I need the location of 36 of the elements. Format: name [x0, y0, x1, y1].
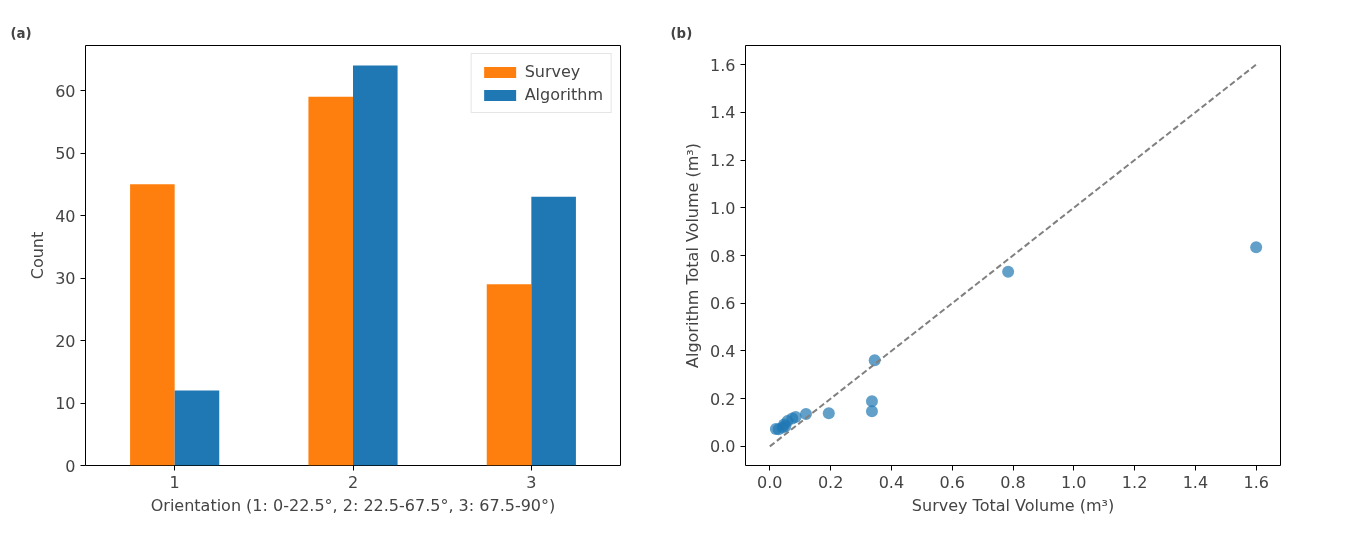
y-tick-label: 0.2: [710, 389, 736, 409]
y-tick-label: 50: [55, 144, 76, 163]
y-tick-label: 1.2: [710, 151, 736, 171]
x-tick-label: 2: [347, 472, 359, 492]
y-tick-label: 40: [55, 206, 76, 226]
y-tick-label: 1.0: [710, 198, 736, 218]
x-tick-label: 0.8: [1000, 472, 1026, 492]
y-tick-label: 0.6: [710, 294, 736, 314]
y-tick-label: 1.4: [710, 103, 736, 123]
x-tick-label: 0.0: [757, 472, 783, 492]
chart-title: (b): [670, 25, 693, 41]
y-tick-label: 30: [55, 269, 76, 288]
y-tick-label: 20: [55, 331, 76, 351]
legend-label: Survey: [524, 62, 581, 81]
x-tick-label: 0.2: [817, 472, 844, 492]
x-tick-label: 1: [169, 472, 180, 492]
y-axis-title: Algorithm Total Volume (m³): [683, 143, 703, 368]
x-tick-label: 0.4: [878, 472, 905, 492]
y-tick-label: 1.6: [710, 55, 736, 75]
y-tick-label: 10: [55, 394, 76, 413]
chart-title: (a): [10, 25, 32, 41]
y-tick-label: 60: [55, 81, 76, 101]
x-tick-label: 1.0: [1061, 472, 1087, 492]
x-tick-label: 1.6: [1243, 472, 1269, 492]
x-tick-label: 1.2: [1121, 472, 1148, 492]
y-tick-label: 0.0: [710, 437, 736, 457]
x-tick-label: 3: [526, 472, 537, 492]
x-axis-title: Survey Total Volume (m³): [911, 495, 1115, 515]
legend-label: Algorithm: [524, 85, 603, 104]
y-axis-title: Count: [28, 231, 48, 280]
x-tick-label: 0.6: [939, 472, 965, 492]
y-tick-label: 0: [65, 456, 76, 476]
y-tick-label: 0.8: [710, 246, 736, 266]
x-tick-label: 1.4: [1182, 472, 1209, 492]
x-axis-title: Orientation (1: 0-22.5°, 2: 22.5-67.5°, 3: 67.5-90°): [150, 495, 556, 515]
y-tick-label: 0.4: [710, 341, 736, 361]
